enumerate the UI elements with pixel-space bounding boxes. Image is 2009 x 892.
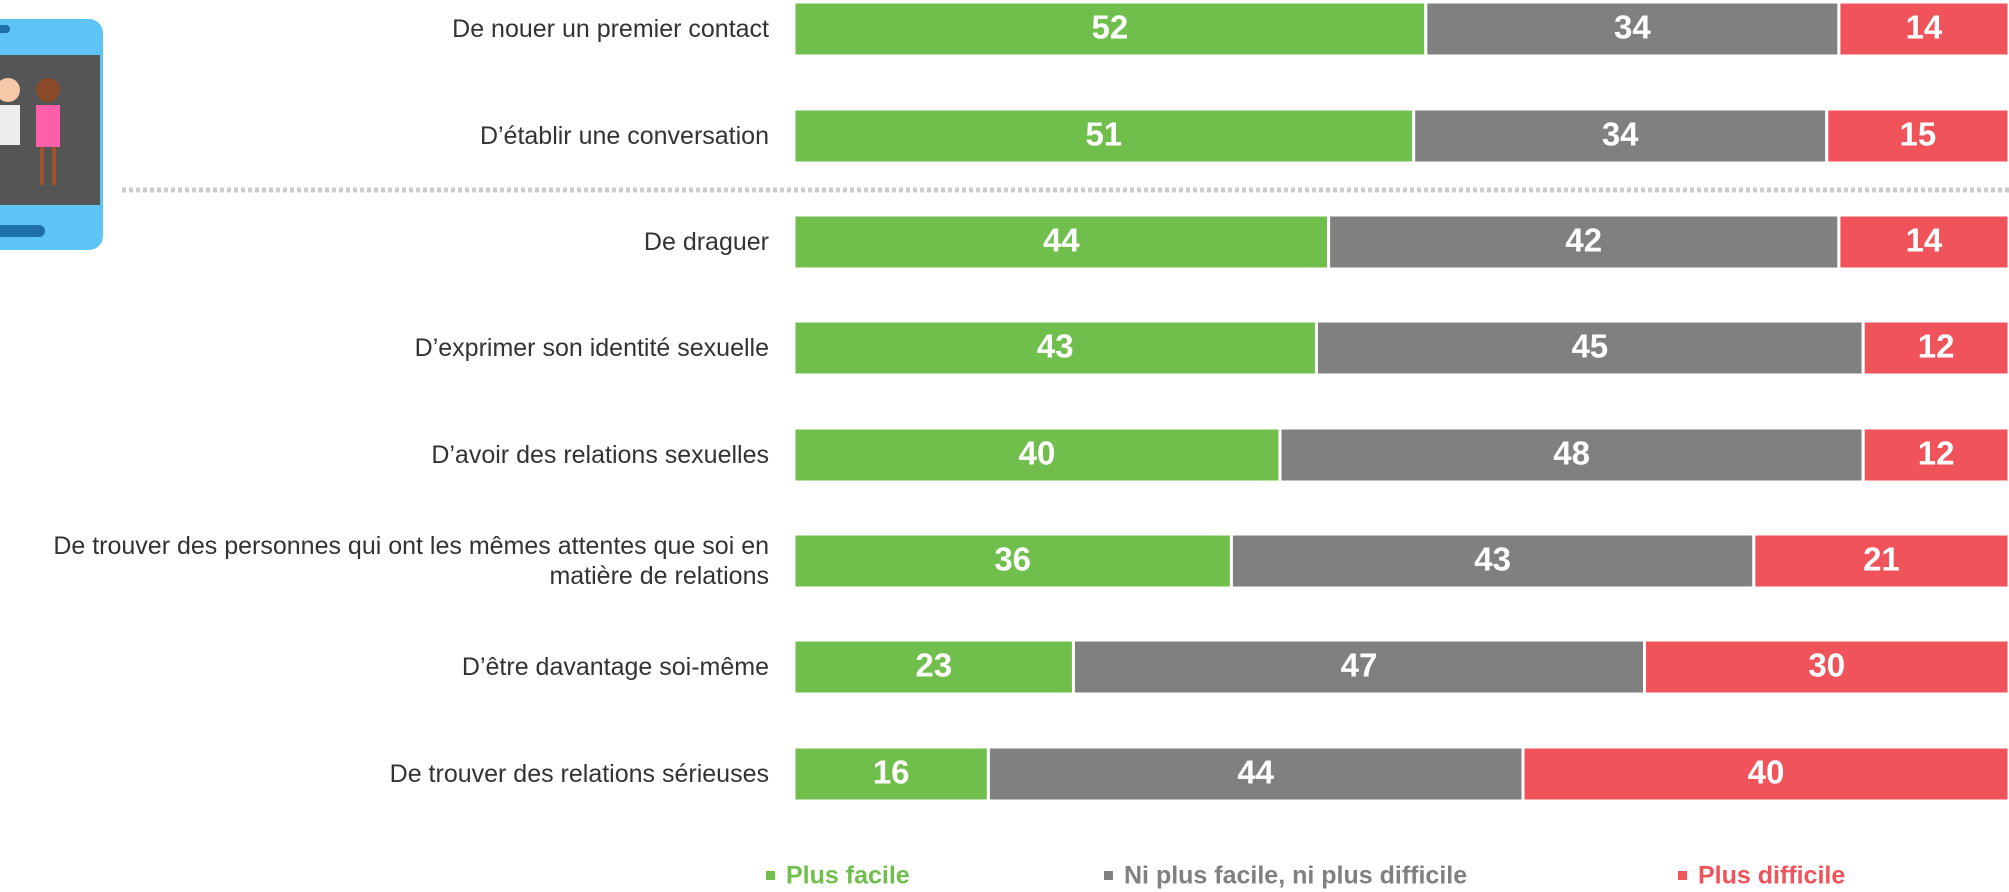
category-label: De trouver des personnes qui ont les mêm… — [9, 531, 769, 591]
category-label: De nouer un premier contact — [9, 14, 769, 44]
legend-swatch — [766, 871, 775, 880]
value-label: 40 — [1019, 435, 1056, 472]
value-label: 12 — [1918, 435, 1955, 472]
value-label: 42 — [1565, 222, 1602, 259]
value-label: 43 — [1037, 328, 1074, 365]
category-label: D’avoir des relations sexuelles — [9, 440, 769, 470]
value-label: 44 — [1237, 754, 1274, 791]
legend-label: Plus difficile — [1698, 862, 1845, 890]
category-label: D’établir une conversation — [9, 121, 769, 151]
value-label: 30 — [1808, 647, 1845, 684]
value-label: 15 — [1900, 116, 1937, 153]
value-label: 21 — [1863, 541, 1900, 578]
value-label: 16 — [873, 754, 910, 791]
value-label: 51 — [1085, 116, 1122, 153]
value-label: 40 — [1748, 754, 1785, 791]
value-label: 34 — [1602, 116, 1639, 153]
value-label: 43 — [1474, 541, 1511, 578]
value-label: 36 — [994, 541, 1031, 578]
category-label: D’exprimer son identité sexuelle — [9, 333, 769, 363]
chart: 52 34 14 51 34 15 44 42 14 43 45 12 40 48 12 36 43 21 23 47… — [0, 0, 2009, 892]
value-label: 23 — [915, 647, 952, 684]
value-label: 44 — [1043, 222, 1080, 259]
value-label: 52 — [1092, 9, 1129, 46]
value-label: 47 — [1341, 647, 1378, 684]
value-label: 48 — [1553, 435, 1590, 472]
legend-label: Ni plus facile, ni plus difficile — [1124, 862, 1467, 890]
value-label: 12 — [1918, 328, 1955, 365]
value-label: 14 — [1906, 9, 1943, 46]
value-label: 14 — [1906, 222, 1943, 259]
category-label: D’être davantage soi-même — [9, 652, 769, 682]
legend-swatch — [1678, 871, 1687, 880]
value-label: 45 — [1571, 328, 1608, 365]
category-label: De trouver des relations sérieuses — [9, 759, 769, 789]
category-label: De draguer — [9, 227, 769, 257]
legend-swatch — [1104, 871, 1113, 880]
value-label: 34 — [1614, 9, 1651, 46]
legend-label: Plus facile — [786, 862, 910, 890]
